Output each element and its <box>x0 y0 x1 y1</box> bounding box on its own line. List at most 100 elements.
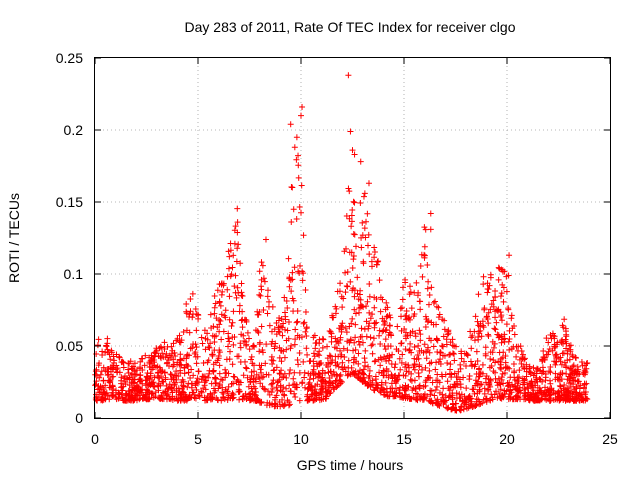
data-point <box>179 385 186 392</box>
data-point <box>293 216 300 223</box>
data-point <box>112 391 119 398</box>
data-point <box>437 349 444 356</box>
data-point <box>147 370 154 377</box>
data-point <box>352 243 359 250</box>
data-point <box>259 262 266 269</box>
data-point <box>94 342 101 349</box>
data-point <box>561 359 568 366</box>
data-point <box>109 382 116 389</box>
data-point <box>265 371 272 378</box>
data-point <box>299 103 306 110</box>
data-point <box>410 313 417 320</box>
data-point <box>225 330 232 337</box>
data-point <box>186 329 193 336</box>
data-point <box>183 300 190 307</box>
data-point <box>211 385 218 392</box>
data-point <box>501 387 508 394</box>
data-point <box>430 299 437 306</box>
data-point <box>185 369 192 376</box>
data-point <box>442 371 449 378</box>
data-point <box>241 337 248 344</box>
data-point <box>131 360 138 367</box>
data-point <box>248 385 255 392</box>
data-point <box>484 280 491 287</box>
data-point <box>575 366 582 373</box>
data-point <box>487 376 494 383</box>
data-point <box>559 322 566 329</box>
data-point <box>269 303 276 310</box>
data-point <box>257 292 264 299</box>
data-point <box>332 353 339 360</box>
data-point <box>235 241 242 248</box>
data-point <box>432 366 439 373</box>
data-point <box>333 345 340 352</box>
data-point <box>334 382 341 389</box>
data-point <box>312 345 319 352</box>
data-point <box>520 364 527 371</box>
data-point <box>377 308 384 315</box>
data-point <box>448 374 455 381</box>
data-point <box>209 352 216 359</box>
data-point <box>402 361 409 368</box>
data-point <box>302 308 309 315</box>
data-point <box>416 327 423 334</box>
data-point <box>408 305 415 312</box>
data-point <box>485 309 492 316</box>
data-point <box>485 381 492 388</box>
data-point <box>363 303 370 310</box>
data-point <box>422 364 429 371</box>
data-point <box>167 371 174 378</box>
data-point <box>347 336 354 343</box>
data-point <box>396 384 403 391</box>
data-point <box>153 345 160 352</box>
data-point <box>481 385 488 392</box>
data-point <box>195 315 202 322</box>
data-point <box>142 352 149 359</box>
data-point <box>568 367 575 374</box>
data-point <box>178 394 185 401</box>
data-point <box>447 361 454 368</box>
data-point <box>366 309 373 316</box>
data-point <box>272 394 279 401</box>
data-point <box>505 272 512 279</box>
data-point <box>371 254 378 261</box>
data-point <box>213 379 220 386</box>
data-point <box>397 305 404 312</box>
data-point <box>351 306 358 313</box>
data-point <box>295 361 302 368</box>
data-point <box>120 375 127 382</box>
data-point <box>507 395 514 402</box>
data-point <box>345 357 352 364</box>
data-point <box>425 278 432 285</box>
data-point <box>355 296 362 303</box>
data-point <box>249 343 256 350</box>
data-point <box>441 326 448 333</box>
data-point <box>122 390 129 397</box>
data-point <box>194 375 201 382</box>
data-point <box>237 379 244 386</box>
data-point <box>394 323 401 330</box>
data-point <box>291 390 298 397</box>
data-point <box>481 390 488 397</box>
data-point <box>384 304 391 311</box>
data-point <box>530 364 537 371</box>
data-point <box>492 294 499 301</box>
data-point <box>294 357 301 364</box>
data-point <box>226 253 233 260</box>
data-point <box>292 336 299 343</box>
data-point <box>202 346 209 353</box>
data-point <box>472 377 479 384</box>
data-point <box>401 393 408 400</box>
data-point <box>537 389 544 396</box>
data-point <box>316 336 323 343</box>
data-point <box>230 373 237 380</box>
data-point <box>369 350 376 357</box>
data-point <box>240 393 247 400</box>
data-point <box>545 339 552 346</box>
data-point <box>207 311 214 318</box>
data-point <box>232 272 239 279</box>
data-point <box>429 399 436 406</box>
data-point <box>329 357 336 364</box>
data-point <box>214 357 221 364</box>
data-point <box>565 373 572 380</box>
